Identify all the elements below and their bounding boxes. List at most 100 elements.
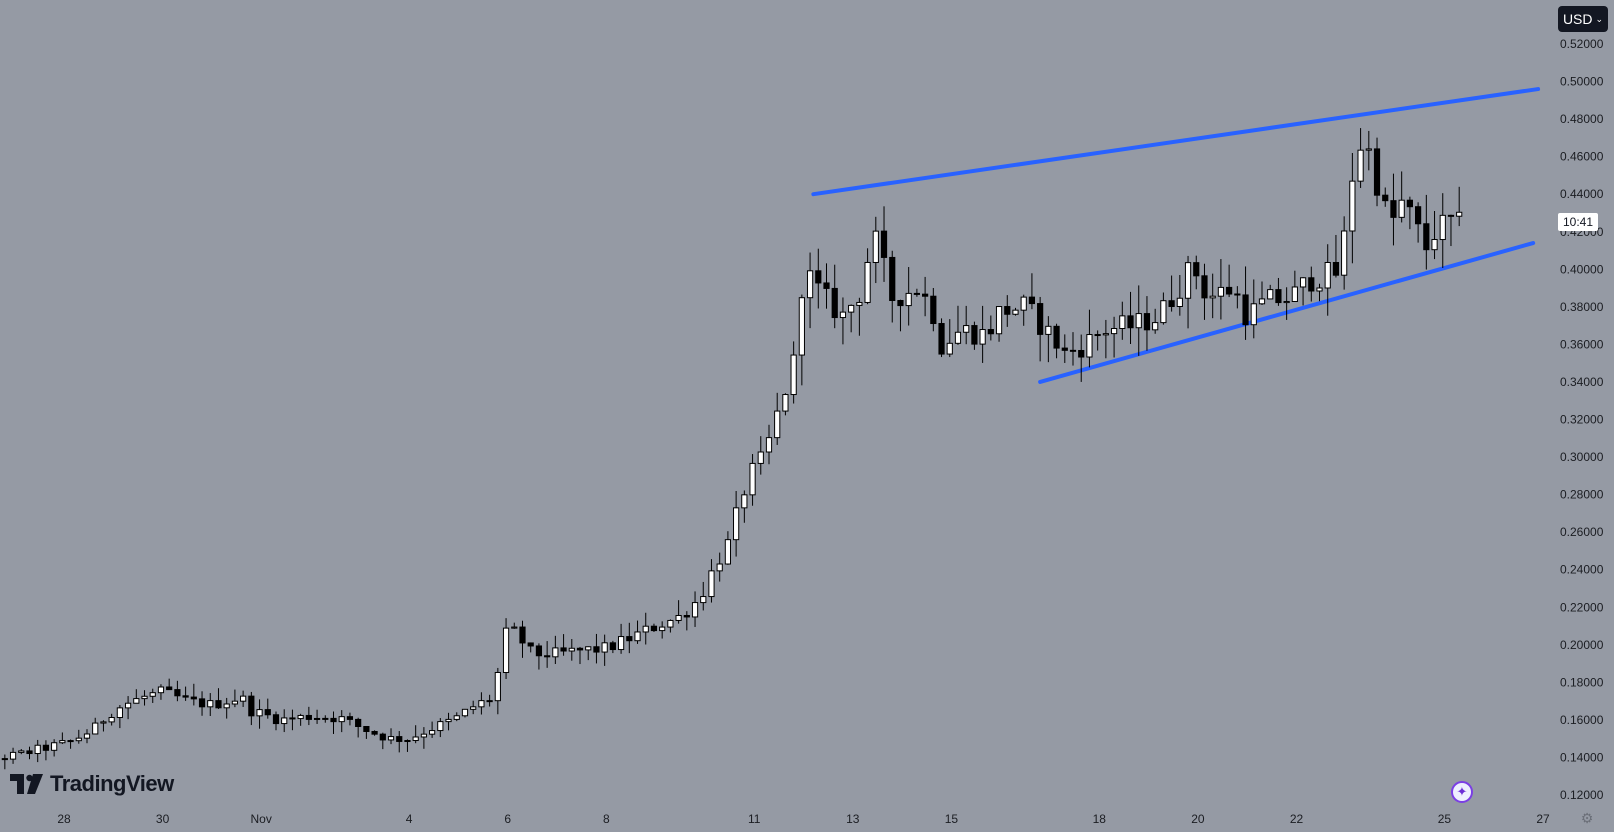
candle [733, 490, 740, 557]
x-tick-label: 30 [156, 812, 170, 826]
candle [313, 709, 321, 724]
candle [305, 706, 312, 726]
candle [412, 725, 419, 744]
y-tick-label: 0.52000 [1560, 37, 1604, 51]
candle [1193, 255, 1200, 290]
currency-selector-button[interactable]: USD ⌄ [1558, 6, 1608, 32]
candle [839, 297, 847, 345]
candle [387, 728, 395, 745]
candle [897, 299, 904, 332]
candle [18, 748, 25, 755]
candle [182, 686, 189, 701]
candle [593, 633, 600, 664]
candle [502, 618, 510, 680]
candle [1341, 216, 1348, 290]
assistant-icon[interactable]: ✦ [1451, 781, 1473, 803]
bar-countdown-badge: 10:41 [1558, 213, 1598, 231]
candle [963, 305, 970, 345]
candle [215, 688, 222, 709]
candle [856, 297, 863, 336]
candle [922, 276, 929, 317]
candle [429, 721, 436, 738]
candle [905, 267, 912, 326]
candle [133, 689, 140, 704]
candle [1135, 285, 1142, 356]
candle [92, 717, 99, 735]
candle [634, 620, 641, 644]
candle [1447, 214, 1455, 247]
candle [1061, 334, 1068, 363]
candle [1439, 193, 1446, 268]
candle [880, 206, 888, 282]
candle [749, 454, 756, 506]
x-tick-label: 28 [57, 812, 71, 826]
candle [1373, 137, 1381, 207]
candle [765, 424, 773, 465]
candle [1020, 294, 1027, 326]
candle [823, 263, 830, 309]
x-tick-label: 8 [603, 812, 610, 826]
candle [585, 646, 592, 661]
candle [1045, 316, 1052, 363]
candle [938, 318, 945, 358]
candle [519, 620, 526, 658]
candle [1324, 244, 1331, 316]
candle [108, 713, 115, 726]
candle [716, 552, 723, 582]
gear-icon[interactable]: ⚙ [1580, 810, 1594, 826]
candle [1250, 279, 1257, 339]
candle [42, 740, 50, 761]
candle [75, 729, 82, 744]
candle [379, 732, 386, 750]
candle [535, 643, 543, 670]
candle [281, 709, 288, 733]
candle [1234, 286, 1241, 309]
candle [289, 709, 296, 731]
x-tick-label: 20 [1191, 812, 1205, 826]
y-tick-label: 0.38000 [1560, 300, 1604, 314]
candle [987, 315, 994, 341]
x-tick-label: Nov [251, 812, 272, 826]
candle [724, 531, 732, 565]
candle [774, 392, 781, 445]
candle [544, 641, 551, 668]
candle [576, 646, 584, 665]
candle [1398, 171, 1405, 223]
candle [1390, 173, 1397, 246]
candle [1456, 186, 1463, 227]
trendline-upper[interactable] [811, 87, 1541, 197]
candle [650, 623, 658, 632]
candle [190, 683, 197, 706]
candle [338, 710, 345, 733]
candle [478, 692, 485, 715]
candle [149, 688, 156, 703]
candle [461, 708, 469, 718]
candle [116, 704, 123, 729]
candle [1119, 301, 1126, 340]
candle [1423, 194, 1430, 270]
candle [560, 634, 567, 656]
candle [231, 689, 239, 708]
candle [34, 739, 41, 763]
candle [1053, 323, 1060, 359]
x-tick-label: 22 [1290, 812, 1304, 826]
candle [1152, 308, 1159, 334]
candle [420, 727, 427, 749]
candle [1102, 319, 1109, 359]
candle [256, 699, 263, 729]
candle [954, 305, 962, 345]
y-tick-label: 0.36000 [1560, 337, 1604, 351]
x-tick-label: 15 [945, 812, 959, 826]
candle [1028, 273, 1036, 310]
candle [1275, 277, 1282, 306]
candle [995, 306, 1003, 342]
candle [741, 490, 748, 523]
candle [67, 739, 74, 749]
candle [1349, 152, 1356, 264]
x-tick-label: 18 [1093, 812, 1107, 826]
candle [1308, 266, 1315, 302]
candle [9, 747, 17, 764]
candle [1110, 316, 1118, 358]
candle [1382, 187, 1389, 207]
